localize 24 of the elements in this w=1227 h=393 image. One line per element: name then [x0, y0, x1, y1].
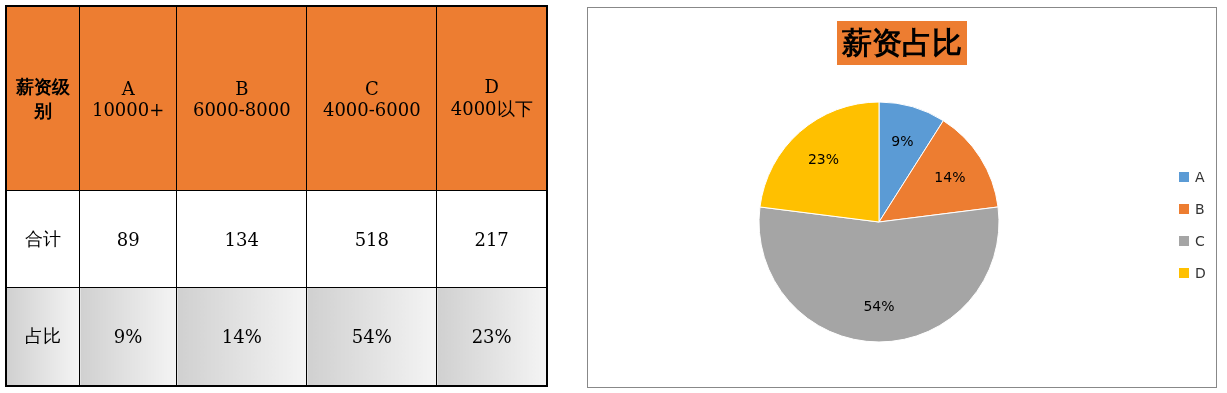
text: 23% [471, 325, 512, 347]
text: 54% [351, 325, 392, 347]
category-label: B 6000-8000 [176, 6, 307, 191]
legend-label: D [1195, 265, 1206, 281]
text: 217 [474, 228, 509, 250]
text: 薪资级别 [6, 6, 80, 191]
data-label: 9% [891, 133, 914, 150]
legend-label: C [1195, 233, 1205, 249]
category-label: C 4000-6000 [306, 6, 437, 191]
text: 134 [224, 228, 259, 250]
legend-label: B [1195, 201, 1205, 217]
chart-title: 薪资占比 [841, 25, 962, 60]
text: 518 [354, 228, 389, 250]
category-label: 占比 [25, 325, 61, 347]
data-label: 23% [807, 150, 840, 167]
category-label: D 4000以下 [436, 6, 547, 191]
category-label: 合计 [25, 228, 61, 249]
text: 14% [221, 325, 262, 347]
legend-label: A [1195, 169, 1205, 185]
text: 89 [116, 228, 140, 250]
text: 9% [113, 325, 143, 347]
category-label: A 10000+ [79, 6, 177, 191]
data-label: 14% [934, 168, 966, 185]
data-label: 54% [863, 298, 895, 314]
